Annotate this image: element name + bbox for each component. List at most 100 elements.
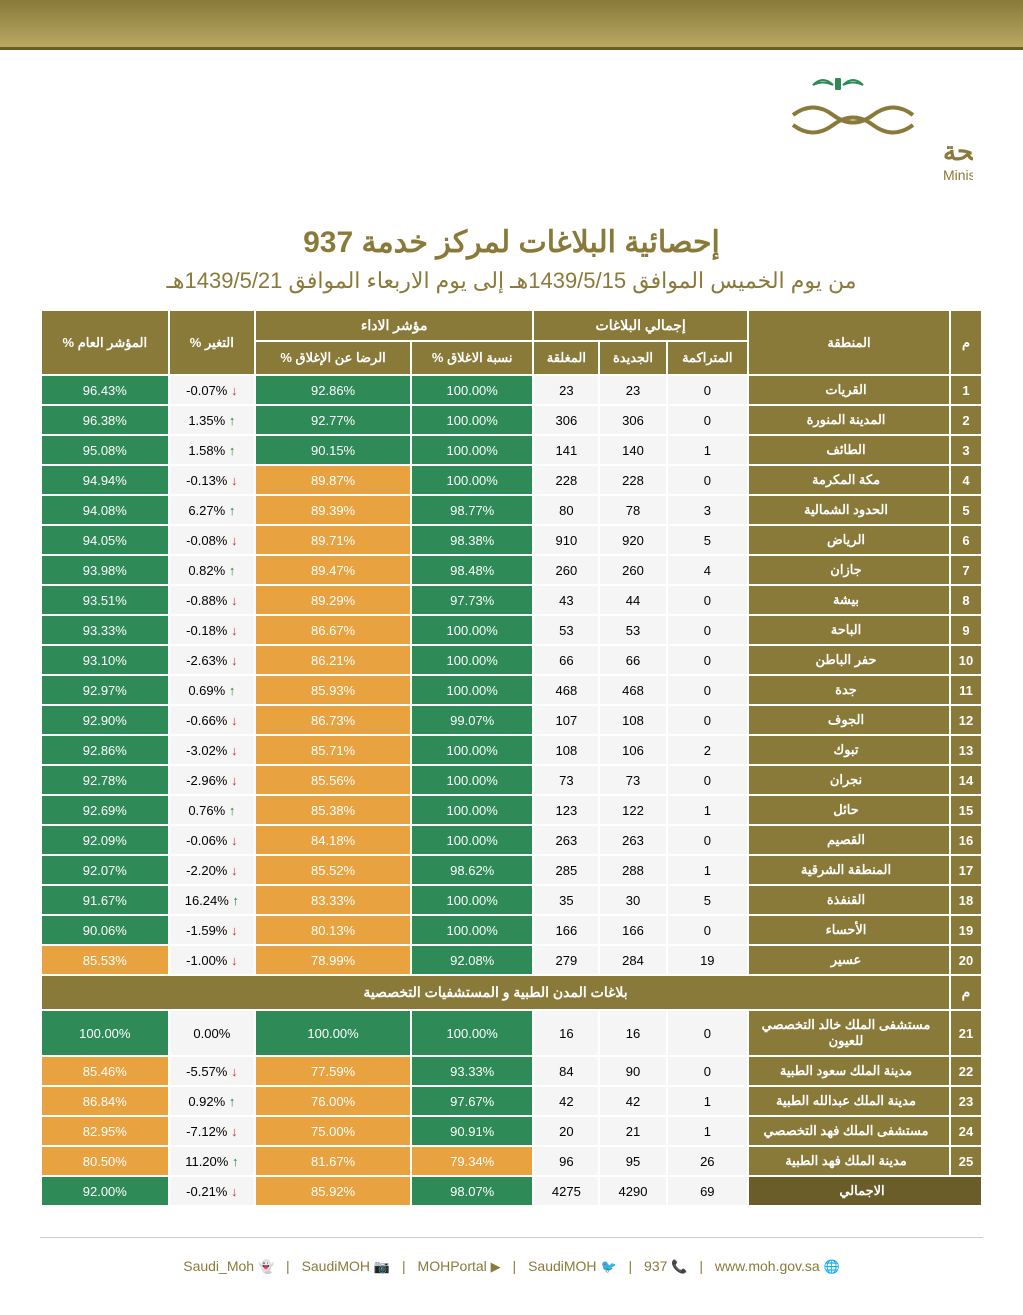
col-change: التغير % (170, 311, 254, 374)
cell-close-pct: 92.08% (412, 946, 532, 974)
cell-acc: 1 (668, 1117, 747, 1145)
cell-closed: 263 (534, 826, 598, 854)
cell-idx: 9 (951, 616, 981, 644)
table-row: 25مدينة الملك فهد الطبية26959679.34%81.6… (42, 1147, 981, 1175)
cell-idx: 16 (951, 826, 981, 854)
cell-change: -5.57% ↓ (170, 1057, 254, 1085)
cell-general: 82.95% (42, 1117, 168, 1145)
cell-close-pct: 90.91% (412, 1117, 532, 1145)
cell-closed: 84 (534, 1057, 598, 1085)
table-row: 20عسير1928427992.08%78.99%-1.00% ↓85.53% (42, 946, 981, 974)
cell-closed: 107 (534, 706, 598, 734)
col-satisfaction: الرضا عن الإغلاق % (256, 342, 410, 374)
cell-region: الأحساء (749, 916, 949, 944)
cell-new: 4290 (600, 1177, 665, 1205)
cell-change: -2.20% ↓ (170, 856, 254, 884)
cell-change: 1.35% ↑ (170, 406, 254, 434)
cell-closed: 42 (534, 1087, 598, 1115)
cell-acc: 0 (668, 466, 747, 494)
footer-link[interactable]: 🐦 SaudiMOH (528, 1258, 617, 1275)
table-row: 23مدينة الملك عبدالله الطبية1424297.67%7… (42, 1087, 981, 1115)
cell-acc: 4 (668, 556, 747, 584)
cell-general: 92.09% (42, 826, 168, 854)
col-general: المؤشر العام % (42, 311, 168, 374)
cell-general: 86.84% (42, 1087, 168, 1115)
cell-region: بيشة (749, 586, 949, 614)
title-block: إحصائية البلاغات لمركز خدمة 937 من يوم ا… (0, 205, 1023, 309)
cell-change: -0.06% ↓ (170, 826, 254, 854)
cell-region: المنطقة الشرقية (749, 856, 949, 884)
cell-sat: 80.13% (256, 916, 410, 944)
table-row: 14نجران07373100.00%85.56%-2.96% ↓92.78% (42, 766, 981, 794)
cell-idx: 3 (951, 436, 981, 464)
cell-general: 92.90% (42, 706, 168, 734)
cell-general: 94.05% (42, 526, 168, 554)
cell-change: -1.59% ↓ (170, 916, 254, 944)
cell-acc: 0 (668, 646, 747, 674)
cell-acc: 0 (668, 586, 747, 614)
footer-icon: 🐦 (600, 1259, 616, 1274)
cell-close-pct: 98.38% (412, 526, 532, 554)
cell-idx: 10 (951, 646, 981, 674)
cell-new: 44 (600, 586, 665, 614)
cell-idx: 14 (951, 766, 981, 794)
cell-idx: 23 (951, 1087, 981, 1115)
table-row: 15حائل1122123100.00%85.38%0.76% ↑92.69% (42, 796, 981, 824)
cell-new: 95 (600, 1147, 665, 1175)
cell-new: 66 (600, 646, 665, 674)
cell-idx: 2 (951, 406, 981, 434)
cell-sat: 89.47% (256, 556, 410, 584)
cell-region: الاجمالي (749, 1177, 981, 1205)
cell-idx: 8 (951, 586, 981, 614)
cell-close-pct: 100.00% (412, 676, 532, 704)
cell-idx: 1 (951, 376, 981, 404)
cell-acc: 1 (668, 856, 747, 884)
cell-sat: 89.39% (256, 496, 410, 524)
cell-closed: 16 (534, 1011, 598, 1055)
cell-closed: 80 (534, 496, 598, 524)
cell-general: 93.33% (42, 616, 168, 644)
cell-region: جدة (749, 676, 949, 704)
cell-sat: 78.99% (256, 946, 410, 974)
footer-link[interactable]: 🌐 www.moh.gov.sa (715, 1258, 840, 1275)
table-row: 7جازان426026098.48%89.47%0.82% ↑93.98% (42, 556, 981, 584)
cell-idx: 20 (951, 946, 981, 974)
cell-sat: 86.73% (256, 706, 410, 734)
cell-acc: 1 (668, 796, 747, 824)
cell-close-pct: 100.00% (412, 886, 532, 914)
main-title: إحصائية البلاغات لمركز خدمة 937 (40, 225, 983, 260)
footer-link[interactable]: ▶ MOHPortal (418, 1258, 501, 1275)
cell-close-pct: 100.00% (412, 436, 532, 464)
cell-new: 106 (600, 736, 665, 764)
cell-closed: 123 (534, 796, 598, 824)
cell-region: حائل (749, 796, 949, 824)
cell-idx: 21 (951, 1011, 981, 1055)
cell-change: -1.00% ↓ (170, 946, 254, 974)
cell-new: 53 (600, 616, 665, 644)
cell-new: 140 (600, 436, 665, 464)
svg-text:وزارة الصحة: وزارة الصحة (943, 136, 973, 167)
col-close-pct: نسبة الاغلاق % (412, 342, 532, 374)
cell-acc: 5 (668, 526, 747, 554)
footer-link[interactable]: 📷 SaudiMOH (302, 1258, 391, 1275)
cell-region: مدينة الملك سعود الطبية (749, 1057, 949, 1085)
cell-region: مستشفى الملك فهد التخصصي (749, 1117, 949, 1145)
cell-closed: 96 (534, 1147, 598, 1175)
footer-link[interactable]: 👻 Saudi_Moh (183, 1258, 274, 1275)
table-row: 12الجوف010810799.07%86.73%-0.66% ↓92.90% (42, 706, 981, 734)
table-row: 3الطائف1140141100.00%90.15%1.58% ↑95.08% (42, 436, 981, 464)
cell-acc: 2 (668, 736, 747, 764)
footer-icon: 🌐 (824, 1259, 840, 1274)
footer-link[interactable]: 📞 937 (644, 1258, 687, 1275)
cell-region: مستشفى الملك خالد التخصصي للعيون (749, 1011, 949, 1055)
cell-sat: 81.67% (256, 1147, 410, 1175)
cell-sat: 85.93% (256, 676, 410, 704)
footer-icon: ▶ (491, 1259, 501, 1274)
cell-region: مدينة الملك عبدالله الطبية (749, 1087, 949, 1115)
cell-sat: 89.71% (256, 526, 410, 554)
section-idx: م (951, 976, 981, 1009)
cell-sat: 75.00% (256, 1117, 410, 1145)
cell-region: الحدود الشمالية (749, 496, 949, 524)
cell-change: 0.00% (170, 1011, 254, 1055)
cell-change: -2.96% ↓ (170, 766, 254, 794)
